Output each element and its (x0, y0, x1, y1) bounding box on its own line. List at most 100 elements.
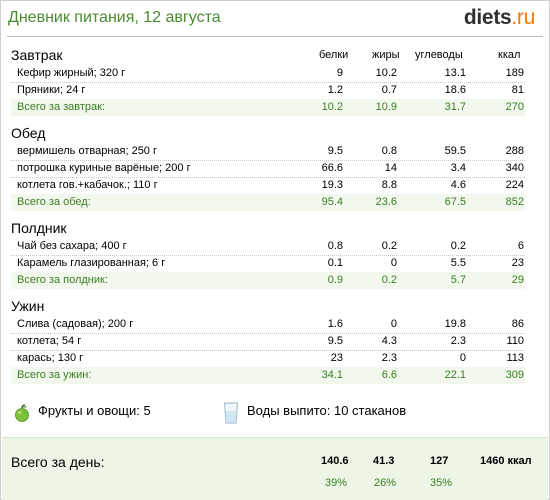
day-fat-percent: 26% (374, 477, 397, 489)
kcal-value: 288 (505, 145, 524, 157)
meal-title-breakfast: Завтрак (11, 47, 63, 63)
fruits-veg-count: Фрукты и овощи: 5 (38, 403, 151, 418)
protein-value: 9.5 (327, 145, 343, 157)
kcal-value: 340 (505, 162, 524, 174)
site-logo[interactable]: diets.ru (464, 6, 535, 30)
col-carbs: углеводы (415, 49, 463, 61)
protein-value: 1.6 (327, 318, 343, 330)
fat-total: 0.2 (381, 274, 397, 286)
food-name: Слива (садовая); 200 г (17, 318, 134, 330)
protein-total: 34.1 (321, 369, 343, 381)
meal-title-dinner: Ужин (11, 298, 45, 314)
food-name: карась; 130 г (17, 352, 84, 364)
meal-total-row: Всего за обед: 95.4 23.6 67.5 852 (11, 194, 525, 211)
carbs-value: 0.2 (450, 240, 466, 252)
meal-total-label: Всего за ужин: (17, 369, 92, 381)
carbs-value: 59.5 (444, 145, 466, 157)
fat-value: 0 (390, 257, 397, 269)
protein-value: 19.3 (321, 179, 343, 191)
kcal-total: 29 (511, 274, 524, 286)
fat-value: 0.8 (381, 145, 397, 157)
day-protein: 140.6 (321, 455, 349, 467)
water-count: Воды выпито: 10 стаканов (247, 403, 407, 418)
logo-tld: .ru (511, 6, 535, 29)
food-name: потрошка куриные варёные; 200 г (17, 162, 191, 174)
kcal-value: 189 (505, 67, 524, 79)
carbs-total: 22.1 (444, 369, 466, 381)
day-carbs: 127 (430, 455, 449, 467)
page-title: Дневник питания, 12 августа (8, 9, 221, 26)
day-fat: 41.3 (373, 455, 395, 467)
food-row: потрошка куриные варёные; 200 г 66.6 14 … (11, 160, 525, 178)
fat-value: 0.7 (381, 84, 397, 96)
fat-total: 23.6 (375, 196, 397, 208)
carbs-value: 2.3 (450, 335, 466, 347)
meal-title-snack: Полдник (11, 220, 67, 236)
col-fat: жиры (372, 49, 400, 61)
col-protein: белки (319, 49, 349, 61)
day-kcal: 1460 ккал (480, 455, 532, 467)
kcal-value: 81 (511, 84, 524, 96)
meal-total-row: Всего за полдник: 0.9 0.2 5.7 29 (11, 272, 525, 289)
food-row: котлета; 54 г 9.5 4.3 2.3 110 (11, 333, 525, 351)
food-name: Кефир жирный; 320 г (17, 67, 126, 79)
protein-value: 1.2 (327, 84, 343, 96)
protein-value: 23 (330, 352, 343, 364)
carbs-total: 31.7 (444, 101, 466, 113)
protein-total: 0.9 (327, 274, 343, 286)
kcal-total: 270 (505, 101, 524, 113)
carbs-value: 4.6 (450, 179, 466, 191)
food-name: котлета гов.+кабачок.; 110 г (17, 179, 158, 191)
carbs-value: 5.5 (450, 257, 466, 269)
apple-icon (15, 404, 29, 422)
day-summary: Всего за день: 140.6 41.3 127 1460 ккал … (2, 437, 548, 500)
carbs-value: 3.4 (450, 162, 466, 174)
food-name: Пряники; 24 г (17, 84, 86, 96)
protein-value: 0.8 (327, 240, 343, 252)
meal-title-lunch: Обед (11, 125, 46, 141)
food-row: Кефир жирный; 320 г 9 10.2 13.1 189 (11, 65, 525, 83)
fat-value: 10.2 (375, 67, 397, 79)
food-name: вермишель отварная; 250 г (17, 145, 157, 157)
fat-total: 10.9 (375, 101, 397, 113)
protein-total: 95.4 (321, 196, 343, 208)
carbs-value: 0 (459, 352, 466, 364)
kcal-value: 113 (506, 352, 524, 364)
fat-value: 2.3 (381, 352, 397, 364)
kcal-value: 23 (511, 257, 524, 269)
day-protein-percent: 39% (325, 477, 348, 489)
food-row: Чай без сахара; 400 г 0.8 0.2 0.2 6 (11, 238, 525, 256)
food-row: Слива (садовая); 200 г 1.6 0 19.8 86 (11, 316, 525, 334)
kcal-value: 110 (506, 335, 524, 347)
food-row: Карамель глазированная; 6 г 0.1 0 5.5 23 (11, 255, 525, 273)
logo-main: diets (463, 6, 512, 29)
food-row: карась; 130 г 23 2.3 0 113 (11, 350, 525, 368)
food-row: котлета гов.+кабачок.; 110 г 19.3 8.8 4.… (11, 177, 525, 195)
fat-value: 8.8 (381, 179, 397, 191)
fat-value: 0 (390, 318, 397, 330)
fat-value: 14 (384, 162, 397, 174)
food-row: вермишель отварная; 250 г 9.5 0.8 59.5 2… (11, 143, 525, 161)
protein-value: 9.5 (327, 335, 343, 347)
carbs-value: 13.1 (444, 67, 466, 79)
kcal-total: 309 (505, 369, 524, 381)
food-row: Пряники; 24 г 1.2 0.7 18.6 81 (11, 82, 525, 100)
carbs-total: 5.7 (450, 274, 466, 286)
protein-value: 66.6 (321, 162, 343, 174)
food-name: котлета; 54 г (17, 335, 82, 347)
kcal-value: 6 (517, 240, 524, 252)
protein-value: 0.1 (327, 257, 343, 269)
carbs-value: 19.8 (444, 318, 466, 330)
carbs-total: 67.5 (444, 196, 466, 208)
meal-total-row: Всего за ужин: 34.1 6.6 22.1 309 (11, 367, 525, 384)
food-name: Карамель глазированная; 6 г (17, 257, 166, 269)
kcal-value: 224 (505, 179, 524, 191)
meal-total-row: Всего за завтрак: 10.2 10.9 31.7 270 (11, 99, 525, 116)
fat-total: 6.6 (381, 369, 397, 381)
kcal-value: 86 (511, 318, 524, 330)
protein-total: 10.2 (321, 101, 343, 113)
meal-total-label: Всего за завтрак: (17, 101, 106, 113)
day-carbs-percent: 35% (430, 477, 453, 489)
water-glass-icon (223, 402, 239, 424)
